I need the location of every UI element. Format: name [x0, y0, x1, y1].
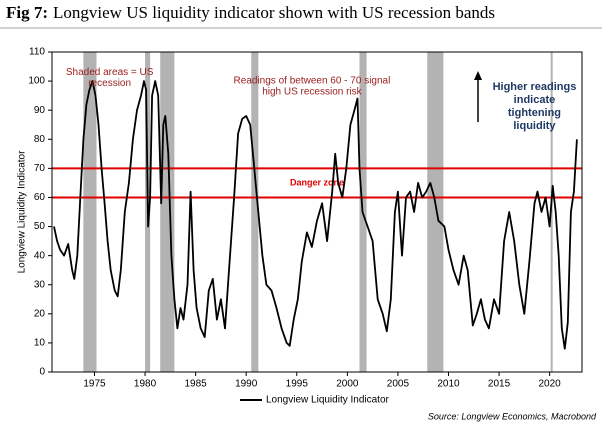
plot-frame [51, 51, 583, 373]
y-tick-label: 30 [34, 279, 46, 290]
x-tick-label: 1980 [134, 379, 157, 390]
x-tick-label: 2005 [387, 379, 410, 390]
annotation-text: Readings of between 60 - 70 signal [234, 76, 391, 87]
y-tick-label: 0 [39, 367, 45, 378]
recession-band [251, 52, 259, 372]
y-tick-label: 50 [34, 221, 46, 232]
x-tick-label: 1985 [185, 379, 208, 390]
x-tick-label: 1990 [235, 379, 258, 390]
recession-band [160, 52, 175, 372]
annotation-text: recession [88, 78, 131, 89]
y-axis-label: Longview Liquidity Indicator [17, 150, 28, 274]
annotation-text: high US recession risk [262, 87, 362, 98]
y-tick-label: 60 [34, 192, 46, 203]
source-note: Source: Longview Economics, Macrobond [428, 411, 597, 421]
annotation-text: liquidity [513, 120, 556, 132]
title-text: Longview US liquidity indicator shown wi… [53, 3, 495, 22]
x-tick-label: 1995 [286, 379, 309, 390]
y-tick-label: 70 [34, 163, 46, 174]
y-tick-label: 100 [28, 76, 45, 87]
y-tick-label: 40 [34, 250, 46, 261]
y-tick-label: 20 [34, 308, 46, 319]
y-tick-label: 10 [34, 338, 46, 349]
y-tick-label: 110 [29, 47, 45, 58]
x-tick-label: 2015 [488, 379, 511, 390]
danger-label: Danger zone [290, 177, 344, 187]
chart-title: Fig 7: Longview US liquidity indicator sh… [6, 3, 495, 22]
figure-label: Fig 7: [6, 3, 48, 22]
annotation-arrow-head [474, 71, 482, 80]
annotation-text: indicate [514, 94, 556, 106]
x-tick-label: 2020 [539, 379, 562, 390]
legend-label: Longview Liquidity Indicator [266, 395, 390, 406]
indicator-line [53, 80, 578, 350]
annotation-text: Shaded areas = US [66, 67, 154, 78]
x-tick-label: 1975 [83, 379, 106, 390]
x-tick-label: 2010 [437, 379, 460, 390]
recession-band [427, 52, 444, 372]
annotation-text: tightening [508, 107, 561, 119]
y-tick-label: 90 [34, 105, 46, 116]
annotation-text: Higher readings [493, 81, 577, 93]
recession-band [83, 52, 97, 372]
recession-band [550, 52, 553, 372]
x-tick-label: 2000 [336, 379, 359, 390]
y-tick-label: 80 [34, 134, 46, 145]
